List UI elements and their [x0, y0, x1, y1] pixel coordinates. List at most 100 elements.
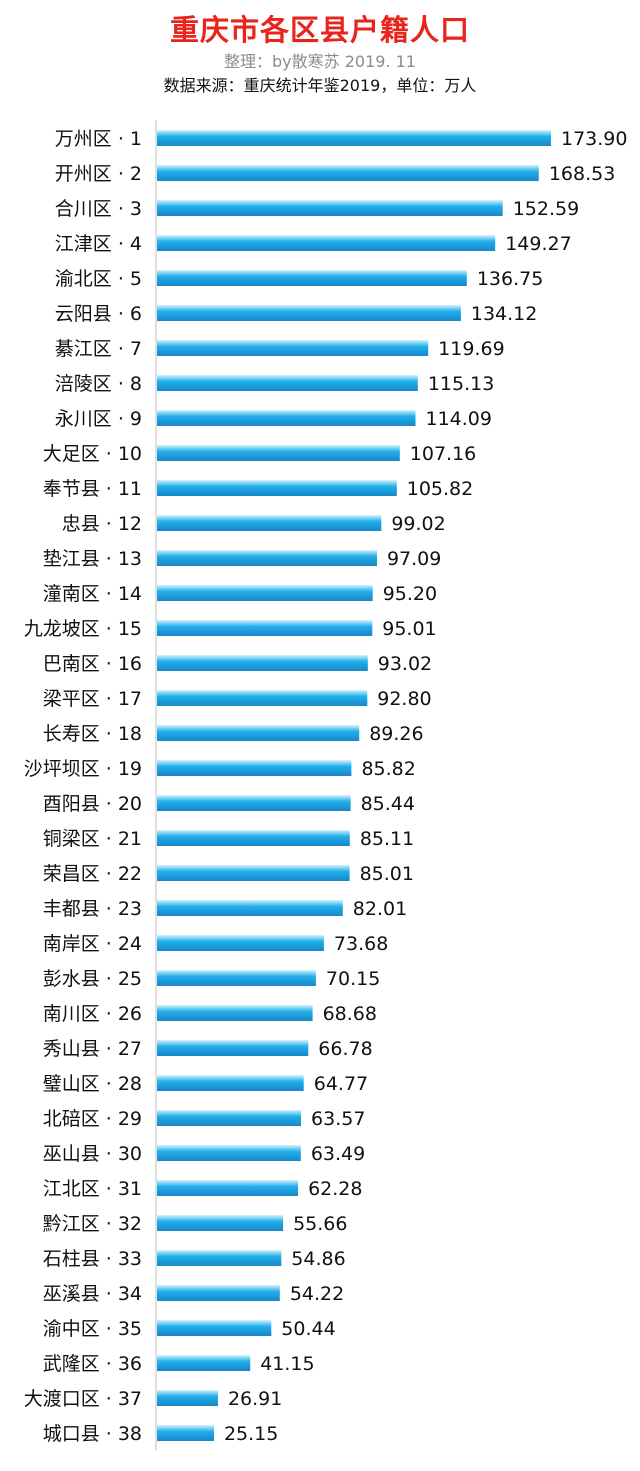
chart-source: 数据来源：重庆统计年鉴2019，单位：万人	[163, 76, 477, 95]
category-label: 江北区 · 31	[43, 1178, 142, 1200]
bar	[157, 1145, 301, 1161]
bar	[157, 165, 539, 181]
category-label: 黔江区 · 32	[43, 1213, 142, 1235]
bar	[157, 445, 400, 461]
value-label: 93.02	[378, 653, 432, 675]
value-label: 115.13	[428, 373, 494, 395]
category-label: 奉节县 · 11	[43, 478, 142, 500]
value-label: 95.01	[382, 618, 436, 640]
category-label: 合川区 · 3	[55, 198, 142, 220]
bar	[157, 270, 467, 286]
bar	[157, 935, 324, 951]
value-label: 63.57	[311, 1108, 365, 1130]
bar	[157, 1425, 214, 1441]
category-label: 垫江县 · 13	[43, 548, 142, 570]
bar	[157, 970, 316, 986]
value-label: 41.15	[260, 1353, 314, 1375]
bar	[157, 235, 496, 251]
value-label: 55.66	[293, 1213, 347, 1235]
category-label: 渝中区 · 35	[43, 1318, 142, 1340]
bar	[157, 1320, 272, 1336]
bar	[157, 1390, 218, 1406]
category-label: 渝北区 · 5	[55, 268, 142, 290]
category-label: 潼南区 · 14	[43, 583, 142, 605]
category-label: 云阳县 · 6	[55, 303, 142, 325]
chart-title: 重庆市各区县户籍人口	[169, 13, 470, 47]
bar	[157, 1110, 301, 1126]
category-label: 綦江区 · 7	[55, 338, 142, 360]
bar	[157, 1180, 299, 1196]
value-label: 66.78	[318, 1038, 372, 1060]
category-label: 忠县 · 12	[62, 513, 142, 535]
category-label: 城口县 · 38	[43, 1423, 142, 1445]
bars-group: 万州区 · 1 173.90 开州区 · 2 168.53 合川区 · 3 152.59 江…	[24, 120, 627, 1451]
value-label: 54.86	[291, 1248, 345, 1270]
category-label: 荣昌区 · 22	[43, 863, 142, 885]
value-label: 25.15	[224, 1423, 278, 1445]
bar	[157, 1285, 280, 1301]
bar	[157, 410, 416, 426]
category-label: 巫溪县 · 34	[43, 1283, 142, 1305]
category-label: 涪陵区 · 8	[55, 373, 142, 395]
category-label: 彭水县 · 25	[43, 968, 142, 990]
bar	[157, 340, 429, 356]
category-label: 丰都县 · 23	[43, 898, 142, 920]
bar	[157, 1005, 313, 1021]
category-label: 南川区 · 26	[43, 1003, 142, 1025]
value-label: 97.09	[387, 548, 441, 570]
value-label: 95.20	[383, 583, 437, 605]
category-label: 长寿区 · 18	[43, 723, 142, 745]
category-label: 璧山区 · 28	[43, 1073, 142, 1095]
value-label: 62.28	[308, 1178, 362, 1200]
value-label: 136.75	[477, 268, 543, 290]
bar	[157, 655, 368, 671]
bar	[157, 200, 503, 216]
value-label: 85.82	[361, 758, 415, 780]
bar	[157, 1040, 309, 1056]
value-label: 152.59	[513, 198, 579, 220]
value-label: 99.02	[391, 513, 445, 535]
bar	[157, 1075, 304, 1091]
category-label: 永川区 · 9	[55, 408, 142, 430]
bar	[157, 760, 352, 776]
category-label: 武隆区 · 36	[43, 1353, 142, 1375]
bar	[157, 480, 397, 496]
category-label: 江津区 · 4	[55, 233, 142, 255]
bar	[157, 830, 350, 846]
bar	[157, 515, 382, 531]
value-label: 50.44	[281, 1318, 335, 1340]
category-label: 北碚区 · 29	[43, 1108, 142, 1130]
value-label: 54.22	[290, 1283, 344, 1305]
category-label: 巴南区 · 16	[43, 653, 142, 675]
value-label: 82.01	[353, 898, 407, 920]
value-label: 89.26	[369, 723, 423, 745]
bar	[157, 550, 377, 566]
value-label: 134.12	[471, 303, 537, 325]
category-label: 沙坪坝区 · 19	[24, 758, 142, 780]
value-label: 107.16	[410, 443, 476, 465]
category-label: 万州区 · 1	[55, 128, 142, 150]
value-label: 85.11	[360, 828, 414, 850]
value-label: 114.09	[425, 408, 491, 430]
category-label: 秀山县 · 27	[43, 1038, 142, 1060]
bar	[157, 1355, 251, 1371]
bar	[157, 795, 351, 811]
value-label: 92.80	[377, 688, 431, 710]
value-label: 64.77	[314, 1073, 368, 1095]
value-label: 70.15	[326, 968, 380, 990]
category-label: 巫山县 · 30	[43, 1143, 142, 1165]
value-label: 85.01	[360, 863, 414, 885]
value-label: 85.44	[361, 793, 415, 815]
category-label: 大足区 · 10	[43, 443, 142, 465]
value-label: 73.68	[334, 933, 388, 955]
category-label: 开州区 · 2	[55, 163, 142, 185]
bar	[157, 865, 350, 881]
category-label: 大渡口区 · 37	[24, 1388, 142, 1410]
category-label: 九龙坡区 · 15	[24, 618, 142, 640]
bar	[157, 305, 461, 321]
bar	[157, 1250, 282, 1266]
bar	[157, 130, 551, 146]
bar	[157, 585, 373, 601]
category-label: 石柱县 · 33	[43, 1248, 142, 1270]
